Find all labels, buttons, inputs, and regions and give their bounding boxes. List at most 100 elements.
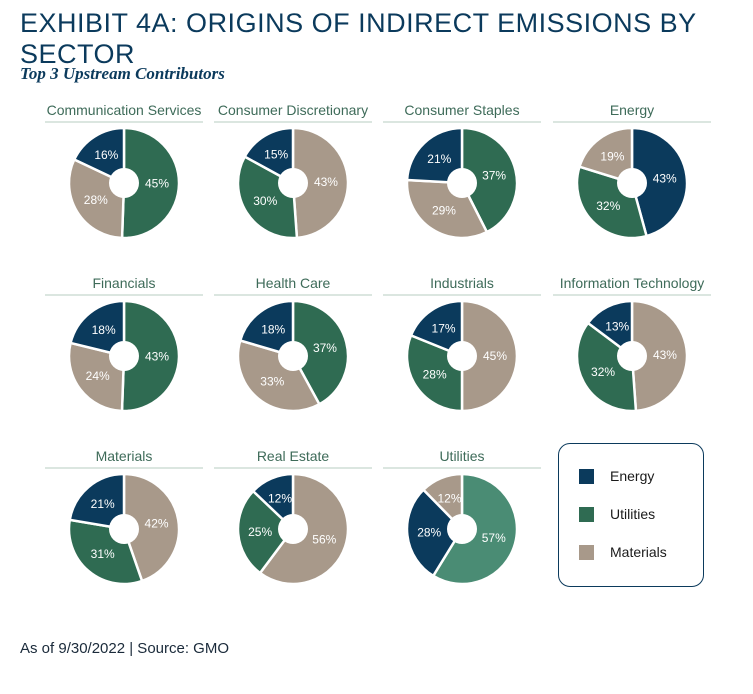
- legend-swatch-utilities: [579, 506, 594, 522]
- donut-data-label: 43%: [314, 175, 338, 189]
- donut-chart-health-care: Health Care 37% 33% 18%: [214, 275, 372, 413]
- donut-hole: [447, 514, 477, 544]
- donut-title: Industrials: [430, 275, 494, 291]
- donut-hole: [447, 341, 477, 371]
- donut-slice-materials: [577, 126, 634, 185]
- donut-title: Information Technology: [560, 275, 705, 291]
- donut-data-label: 43%: [145, 350, 169, 364]
- donut-slice-energy: [238, 299, 295, 358]
- donut-chart-consumer-discretionary: Consumer Discretionary 43% 30% 15%: [214, 102, 372, 240]
- donut-data-label: 45%: [145, 177, 169, 191]
- source-footer: As of 9/30/2022 | Source: GMO: [20, 640, 230, 657]
- donut-data-label: 57%: [482, 531, 506, 545]
- donut-data-label: 16%: [94, 148, 118, 162]
- donut-title: Communication Services: [47, 102, 202, 118]
- donut-data-label: 28%: [423, 367, 447, 381]
- donut-data-label: 43%: [653, 348, 677, 362]
- donut-data-label: 12%: [437, 491, 461, 505]
- donut-slice-energy: [405, 488, 464, 578]
- legend-item-materials: Materials: [579, 544, 667, 560]
- donut-slice-energy: [72, 126, 126, 185]
- donut-slice-utilities: [575, 321, 638, 413]
- donut-slice-utilities: [236, 154, 299, 240]
- donut-slice-utilities: [120, 299, 181, 413]
- donut-hole: [109, 514, 139, 544]
- donut-data-label: 42%: [145, 517, 169, 531]
- donut-data-label: 33%: [260, 375, 284, 389]
- donut-slice-energy: [251, 472, 295, 532]
- donut-title: Financials: [92, 275, 155, 291]
- donut-data-label: 25%: [248, 525, 272, 539]
- donut-data-label: 56%: [312, 532, 336, 546]
- donut-title: Real Estate: [257, 448, 330, 464]
- donut-slice-materials: [291, 126, 350, 240]
- legend-label-energy: Energy: [610, 468, 655, 484]
- donut-data-label: 18%: [92, 323, 116, 337]
- donut-title: Consumer Discretionary: [218, 102, 368, 118]
- donut-data-label: 32%: [591, 365, 615, 379]
- donut-data-label: 29%: [432, 204, 456, 218]
- donut-slice-energy: [409, 299, 464, 358]
- donut-slice-energy: [69, 299, 126, 358]
- donut-chart-communication-services: Communication Services 45% 28% 16%: [45, 102, 203, 240]
- donut-data-label: 28%: [417, 526, 441, 540]
- donut-chart-utilities: Utilities 57% 28% 12%: [383, 448, 541, 586]
- donut-data-label: 15%: [264, 148, 288, 162]
- donut-slice-materials: [421, 472, 464, 533]
- donut-chart-consumer-staples: Consumer Staples 37% 29% 21%: [383, 102, 541, 240]
- donut-title: Materials: [96, 448, 153, 464]
- donut-chart-real-estate: Real Estate 56% 25% 12%: [214, 448, 372, 586]
- donut-hole: [617, 168, 647, 198]
- donut-slice-materials: [630, 299, 689, 413]
- donut-data-label: 37%: [313, 341, 337, 355]
- donut-data-label: 21%: [427, 152, 451, 166]
- donut-hole: [278, 168, 308, 198]
- donut-data-label: 21%: [91, 497, 115, 511]
- donut-data-label: 18%: [261, 323, 285, 337]
- donut-data-label: 17%: [432, 322, 456, 336]
- donut-slice-energy: [243, 126, 295, 186]
- donut-chart-information-technology: Information Technology 43% 32% 13%: [553, 275, 711, 413]
- donut-slice-energy: [68, 472, 126, 531]
- legend-swatch-energy: [579, 468, 594, 484]
- donut-title: Energy: [610, 102, 654, 118]
- donut-hole: [617, 341, 647, 371]
- donut-data-label: 32%: [596, 199, 620, 213]
- donut-chart-materials: Materials 42% 31% 21%: [45, 448, 203, 586]
- donut-slice-utilities: [120, 126, 181, 240]
- page-title: EXHIBIT 4A: ORIGINS OF INDIRECT EMISSION…: [20, 8, 697, 69]
- donut-data-label: 43%: [653, 172, 677, 186]
- legend-label-materials: Materials: [610, 544, 667, 560]
- donut-data-label: 19%: [600, 149, 624, 163]
- donut-data-label: 28%: [84, 193, 108, 207]
- donut-hole: [109, 168, 139, 198]
- donut-slice-materials: [236, 338, 322, 413]
- donut-slice-utilities: [460, 126, 519, 234]
- donut-data-label: 31%: [91, 547, 115, 561]
- donut-slice-energy: [405, 126, 464, 185]
- donut-data-label: 45%: [483, 349, 507, 363]
- donut-hole: [447, 168, 477, 198]
- donut-slice-energy: [630, 126, 689, 238]
- donut-slice-utilities: [236, 489, 295, 575]
- donut-chart-energy: Energy 43% 32% 19%: [553, 102, 711, 240]
- donut-hole: [278, 341, 308, 371]
- chart-subtitle: Top 3 Upstream Contributors: [20, 64, 225, 83]
- legend-swatch-materials: [579, 544, 594, 560]
- donut-chart-industrials: Industrials 45% 28% 17%: [383, 275, 541, 413]
- donut-slice-utilities: [291, 299, 350, 406]
- donut-title: Consumer Staples: [404, 102, 519, 118]
- donut-data-label: 13%: [605, 319, 629, 333]
- donut-data-label: 30%: [253, 194, 277, 208]
- donut-slice-energy: [586, 299, 634, 359]
- donut-data-label: 24%: [86, 369, 110, 383]
- donut-hole: [109, 341, 139, 371]
- legend-item-energy: Energy: [579, 468, 654, 484]
- legend: Energy Utilities Materials: [558, 443, 704, 587]
- donut-chart-financials: Financials 43% 24% 18%: [45, 275, 203, 413]
- donut-data-label: 37%: [482, 168, 506, 182]
- donut-data-label: 12%: [268, 492, 292, 506]
- donut-slice-materials: [122, 472, 181, 583]
- legend-item-utilities: Utilities: [579, 506, 655, 522]
